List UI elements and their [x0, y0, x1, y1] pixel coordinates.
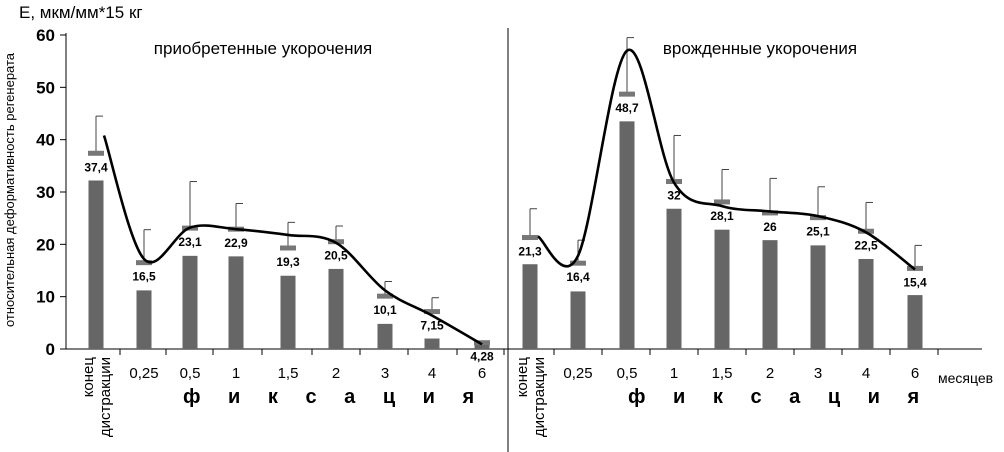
x-tick-label: 2 — [766, 365, 774, 382]
panel-title-right: врожденные укорочения — [663, 39, 857, 58]
bars — [88, 121, 923, 349]
x-tick-label: конецдистракции — [514, 357, 548, 438]
x-tick-label: 3 — [381, 365, 389, 382]
bar — [619, 121, 635, 349]
data-label: 16,5 — [132, 270, 156, 284]
mean-marker — [619, 91, 635, 97]
trend-curves — [102, 48, 916, 346]
bar — [522, 264, 538, 349]
data-label: 7,15 — [420, 319, 444, 333]
x-tick-label: 2 — [332, 365, 340, 382]
bar — [570, 291, 586, 349]
bar — [907, 295, 923, 349]
x-group-label-left: ф и к с а ц и я — [183, 386, 485, 408]
bar — [182, 255, 198, 349]
mean-marker — [474, 340, 490, 346]
mean-marker — [570, 260, 586, 266]
mean-marker — [377, 293, 393, 299]
x-tick-label: конецдистракции — [80, 357, 114, 438]
y-tick-label: 0 — [46, 340, 55, 359]
x-tick-label: 3 — [814, 365, 822, 382]
bar — [136, 290, 152, 349]
x-unit-label: месяцев — [938, 370, 993, 386]
x-tick-label: 0,25 — [563, 365, 592, 382]
x-tick-label: 1 — [232, 365, 240, 382]
data-label: 21,3 — [518, 245, 542, 259]
data-label: 28,1 — [710, 209, 734, 223]
y-tick-label: 20 — [36, 235, 55, 254]
mean-marker — [88, 150, 104, 156]
data-label: 4,28 — [470, 350, 494, 364]
bar — [228, 256, 244, 349]
bar — [328, 268, 344, 349]
mean-marker — [280, 245, 296, 251]
mean-marker — [424, 309, 440, 315]
data-label: 32 — [667, 189, 681, 203]
y-tick-label: 50 — [36, 78, 55, 97]
data-label: 22,5 — [854, 238, 878, 252]
mean-markers — [88, 91, 923, 346]
x-tick-label: 6 — [478, 365, 486, 382]
bar — [714, 229, 730, 349]
x-tick-label: 1,5 — [712, 365, 733, 382]
data-label: 25,1 — [806, 225, 830, 239]
data-label: 23,1 — [178, 235, 202, 249]
x-tick-label: 0,5 — [617, 365, 638, 382]
y-axis-title: E, мкм/мм*15 кг — [19, 3, 143, 22]
y-tick-label: 60 — [36, 26, 55, 45]
y-tick-label: 30 — [36, 183, 55, 202]
bar — [424, 338, 440, 349]
x-group-label-right: ф и к с а ц и я — [628, 386, 930, 408]
x-tick-label: 0,25 — [129, 365, 158, 382]
x-tick-label: 6 — [911, 365, 919, 382]
bar — [280, 275, 296, 349]
bar — [377, 323, 393, 349]
data-label: 16,4 — [566, 270, 590, 284]
bar — [88, 180, 104, 349]
y-tick-label: 10 — [36, 288, 55, 307]
bar — [762, 240, 778, 349]
x-tick-label: 1,5 — [278, 365, 299, 382]
mean-marker — [522, 235, 538, 241]
data-label: 22,9 — [224, 236, 248, 250]
axes: 0 10 20 30 40 50 60 — [36, 26, 982, 452]
mean-marker — [810, 215, 826, 221]
panel-title-left: приобретенные укорочения — [154, 39, 372, 58]
bar — [810, 245, 826, 349]
data-label: 20,5 — [324, 249, 348, 263]
bar — [474, 344, 490, 349]
x-tick-label: 1 — [670, 365, 678, 382]
x-tick-label: 0,5 — [180, 365, 201, 382]
data-label: 15,4 — [903, 275, 927, 289]
data-label: 19,3 — [276, 255, 300, 269]
data-label: 37,4 — [84, 160, 108, 174]
trend-curve — [102, 135, 483, 346]
x-tick-label: 4 — [862, 365, 870, 382]
y-axis-label: относительная деформативность регенерата — [2, 52, 17, 327]
data-label: 10,1 — [373, 303, 397, 317]
data-label: 26 — [763, 220, 777, 234]
x-tick-label: 4 — [428, 365, 436, 382]
mean-marker — [762, 210, 778, 216]
data-label: 48,7 — [615, 101, 639, 115]
bar — [666, 208, 682, 349]
labels: конецдистракции 37,4 0,25 16,5 0,5 23,1 1 22,9 1… — [80, 101, 927, 437]
y-tick-label: 40 — [36, 131, 55, 150]
mean-marker — [714, 199, 730, 205]
trend-curve — [537, 48, 916, 271]
mean-marker — [136, 260, 152, 266]
error-bars — [95, 37, 922, 343]
bar — [858, 258, 874, 349]
